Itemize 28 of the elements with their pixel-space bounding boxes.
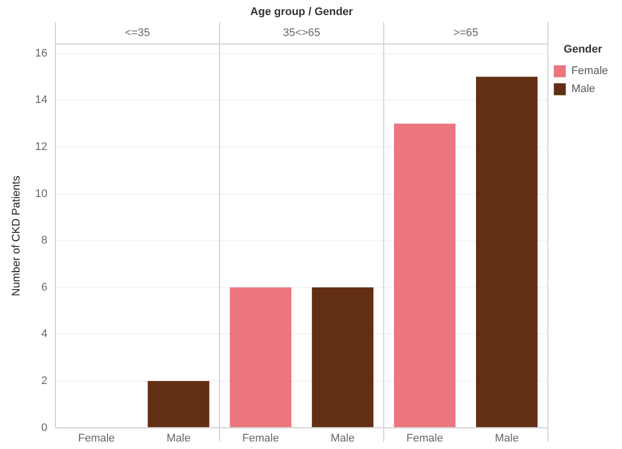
x-tick-label: Female: [242, 432, 279, 444]
y-tick-label: 8: [41, 234, 48, 247]
x-tick-label: Male: [494, 432, 519, 444]
bar: [312, 287, 374, 428]
y-tick-label: 6: [41, 281, 48, 294]
text: >=65: [453, 27, 478, 40]
y-axis-title: Number of CKD Patients: [10, 175, 23, 296]
x-tick-label: Male: [330, 432, 355, 444]
x-tick-label: Female: [78, 432, 115, 444]
legend-label: Female: [571, 65, 608, 78]
bar: [230, 287, 292, 428]
legend-label: Male: [571, 83, 596, 96]
x-tick-label: Female: [406, 432, 444, 444]
bar: [394, 124, 456, 428]
y-tick-label: 12: [35, 141, 48, 153]
y-tick-label: 14: [35, 94, 48, 106]
x-axis-title: Age group / Gender: [250, 6, 354, 18]
text: 35<>65: [282, 27, 320, 40]
y-tick-label: 4: [41, 328, 48, 340]
x-tick-label: Male: [166, 432, 190, 444]
y-tick-label: 0: [41, 422, 48, 434]
bar: [476, 76, 538, 428]
y-tick-label: 2: [41, 375, 48, 388]
y-tick-label: 16: [35, 47, 48, 60]
legend-title: Gender: [564, 44, 603, 56]
text: <=35: [124, 27, 150, 40]
y-tick-label: 10: [35, 188, 48, 200]
bar: [148, 380, 210, 428]
